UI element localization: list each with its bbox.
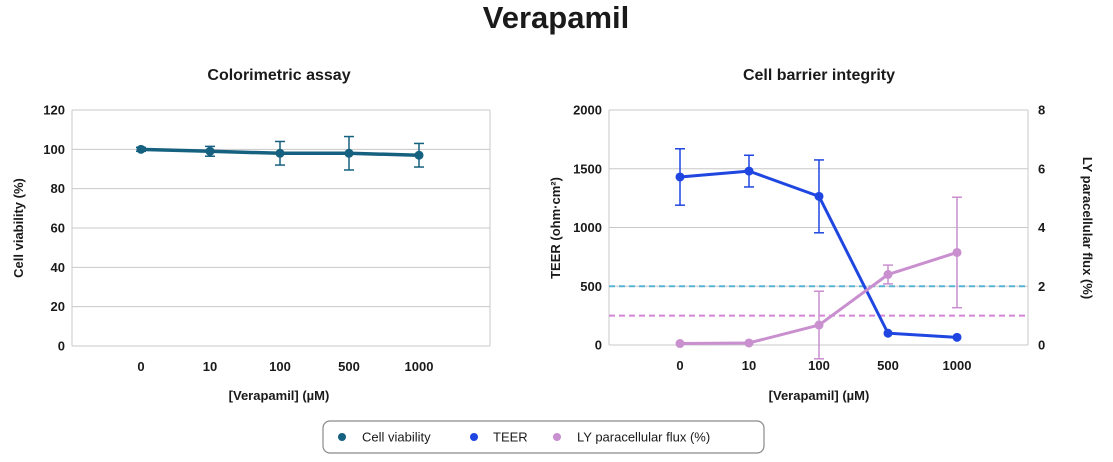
legend-label-teer: TEER bbox=[493, 430, 528, 445]
y2-tick-label: 8 bbox=[1038, 103, 1045, 118]
x-tick-label: 10 bbox=[203, 359, 217, 374]
legend-marker-cell-viability bbox=[338, 433, 346, 441]
y-tick-label: 0 bbox=[58, 339, 65, 354]
data-point bbox=[675, 339, 685, 349]
data-point bbox=[814, 320, 824, 330]
y-tick-label: 80 bbox=[51, 181, 65, 196]
data-point bbox=[275, 148, 285, 158]
data-point bbox=[814, 191, 824, 201]
y2-tick-label: 0 bbox=[1038, 338, 1045, 353]
data-point bbox=[952, 332, 962, 342]
y-tick-label: 60 bbox=[51, 221, 65, 236]
x-tick-label: 1000 bbox=[943, 358, 972, 373]
data-point bbox=[952, 247, 962, 257]
y-tick-label: 0 bbox=[595, 338, 602, 353]
chart-title: Cell barrier integrity bbox=[743, 67, 895, 84]
x-axis-label: [Verapamil] (µM) bbox=[769, 388, 870, 403]
x-tick-label: 500 bbox=[877, 358, 899, 373]
x-tick-label: 0 bbox=[676, 358, 683, 373]
chart-cell-barrier-integrity: Cell barrier integrity [Verapamil] (µM) … bbox=[548, 67, 1095, 403]
chart-title: Colorimetric assay bbox=[207, 67, 350, 84]
y-tick-label: 2000 bbox=[573, 103, 602, 118]
data-point bbox=[414, 150, 424, 160]
data-point bbox=[675, 172, 685, 182]
legend: Cell viability TEER LY paracellular flux… bbox=[322, 420, 765, 454]
y2-tick-label: 6 bbox=[1038, 161, 1045, 176]
data-point bbox=[744, 338, 754, 348]
data-point bbox=[883, 328, 893, 338]
x-tick-label: 1000 bbox=[405, 359, 434, 374]
y-axis-label: Cell viability (%) bbox=[11, 178, 26, 278]
x-tick-label: 500 bbox=[338, 359, 360, 374]
y-tick-label: 1500 bbox=[573, 161, 602, 176]
data-point bbox=[883, 270, 893, 279]
x-tick-label: 10 bbox=[742, 358, 756, 373]
data-point bbox=[344, 148, 354, 158]
x-axis-label: [Verapamil] (µM) bbox=[229, 388, 330, 403]
y2-tick-label: 4 bbox=[1038, 220, 1046, 235]
legend-box bbox=[322, 420, 765, 454]
legend-label-ly-flux: LY paracellular flux (%) bbox=[577, 430, 710, 445]
y-tick-label: 100 bbox=[43, 142, 65, 157]
chart-colorimetric-assay: Colorimetric assay [Verapamil] (µM) Cell… bbox=[11, 67, 491, 403]
x-tick-label: 100 bbox=[269, 359, 291, 374]
y-tick-label: 120 bbox=[43, 103, 65, 118]
y2-axis-label: LY paracellular flux (%) bbox=[1080, 157, 1095, 299]
figure-title: Verapamil bbox=[483, 0, 629, 35]
legend-label-cell-viability: Cell viability bbox=[362, 430, 431, 445]
legend-marker-teer bbox=[470, 433, 478, 441]
y-tick-label: 20 bbox=[51, 299, 65, 314]
y2-tick-label: 2 bbox=[1038, 279, 1045, 294]
y-axis-label: TEER (ohm·cm²) bbox=[548, 177, 563, 279]
data-point bbox=[744, 166, 754, 176]
y-tick-label: 500 bbox=[580, 279, 602, 294]
x-tick-label: 100 bbox=[808, 358, 830, 373]
data-point bbox=[136, 144, 146, 154]
x-tick-label: 0 bbox=[137, 359, 144, 374]
y-tick-label: 1000 bbox=[573, 220, 602, 235]
legend-marker-ly-flux bbox=[553, 433, 561, 441]
data-point bbox=[205, 146, 215, 156]
y-tick-label: 40 bbox=[51, 260, 65, 275]
